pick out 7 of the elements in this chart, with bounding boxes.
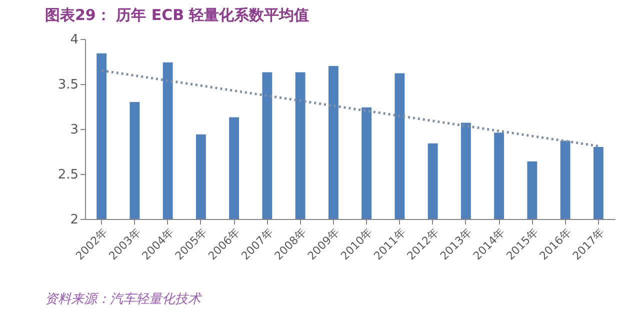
text: 资料来源：汽车轻量化技术 <box>45 292 203 307</box>
y-tick-label: 3 <box>70 122 78 138</box>
y-tick-label: 3.5 <box>58 78 78 92</box>
y-tick-label: 2 <box>70 212 78 228</box>
y-tick-label: 2.5 <box>58 168 78 182</box>
chart-title: 图表29： 历年 ECB 轻量化系数平均值 <box>45 6 310 24</box>
y-tick-label: 4 <box>70 32 78 48</box>
